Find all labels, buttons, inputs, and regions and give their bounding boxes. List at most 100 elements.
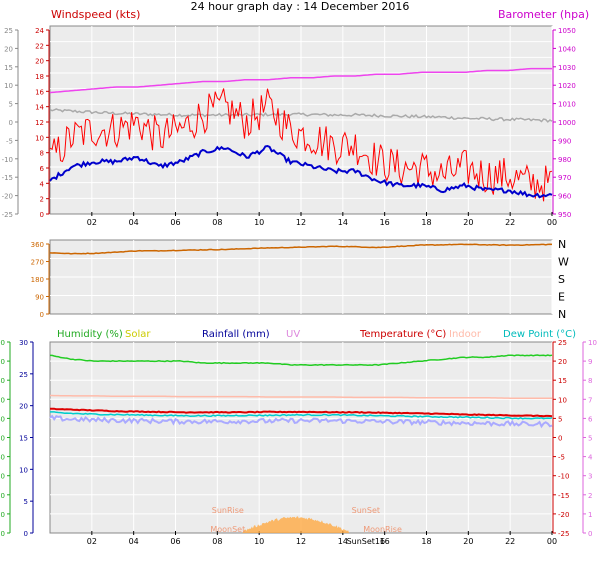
temp3-tick-label: -20 xyxy=(558,511,569,519)
x-tick-label: 02 xyxy=(87,218,97,227)
windspeed-label: Windspeed (kts) xyxy=(51,8,140,21)
baro-tick-label: 990 xyxy=(558,137,571,145)
x-tick-label: 22 xyxy=(505,537,515,546)
temp-tick-label: -25 xyxy=(2,211,13,219)
temp-tick-label: 5 xyxy=(9,101,13,109)
humidity-line xyxy=(50,354,553,367)
legend-temperature: Temperature (°C) xyxy=(359,329,446,340)
rain-tick-label: 25 xyxy=(19,371,28,379)
temp-tick-label: -10 xyxy=(2,156,13,164)
x-tick-label: 00 xyxy=(547,537,557,546)
kts-tick-label: 22 xyxy=(35,42,44,50)
dir-tick-label: 0 xyxy=(40,311,44,319)
rain-tick-label: 5 xyxy=(24,498,28,506)
legend-solar: Solar xyxy=(125,329,151,340)
dewpoint-shadow-line xyxy=(49,414,553,429)
temp-tick-label: 0 xyxy=(9,119,13,127)
temp3-tick-label: 25 xyxy=(558,339,567,347)
humidity-temp-panel: 1009080706050403020100302520151050252015… xyxy=(0,329,597,546)
kts-tick-label: 8 xyxy=(40,150,44,158)
x-tick-label: 10 xyxy=(254,218,264,227)
indoor-line xyxy=(50,394,552,399)
x-tick-label: 20 xyxy=(463,218,473,227)
temp3-tick-label: 15 xyxy=(558,377,567,385)
kts-tick-label: 4 xyxy=(40,180,45,188)
x-tick-label: 16 xyxy=(380,218,390,227)
direction-label: W xyxy=(558,256,569,269)
direction-label: N xyxy=(558,308,566,321)
hum-tick-label: 100 xyxy=(0,339,5,347)
temp3-tick-label: 20 xyxy=(558,358,567,366)
temp-tick-label: -15 xyxy=(2,174,13,182)
temp3-tick-label: -15 xyxy=(558,492,569,500)
temp-tick-label: -5 xyxy=(6,137,13,145)
dir-tick-label: 360 xyxy=(31,241,44,249)
x-tick-label: 02 xyxy=(87,537,97,546)
x-tick-label: 18 xyxy=(421,537,431,546)
barometer-label: Barometer (hpa) xyxy=(498,8,589,21)
temp3-tick-label: 0 xyxy=(558,435,562,443)
direction-label: N xyxy=(558,238,566,251)
legend-rain: Rainfall (mm) xyxy=(202,329,270,340)
x-tick-label: 04 xyxy=(129,537,139,546)
dir-tick-label: 180 xyxy=(31,276,44,284)
rain-tick-label: 15 xyxy=(19,435,28,443)
uv-tick-label: 7 xyxy=(588,396,592,404)
kts-tick-label: 18 xyxy=(35,73,44,81)
temp3-tick-label: 5 xyxy=(558,415,562,423)
temp3-tick-label: -25 xyxy=(558,530,569,538)
x-tick-label: 00 xyxy=(547,218,557,227)
legend-uv: UV xyxy=(286,329,300,340)
uv-tick-label: 2 xyxy=(588,492,592,500)
kts-tick-label: 2 xyxy=(40,196,44,204)
baro-tick-label: 1050 xyxy=(558,27,576,35)
uv-tick-label: 0 xyxy=(588,530,592,538)
dewpoint-line xyxy=(50,411,553,420)
hum-tick-label: 70 xyxy=(0,396,5,404)
temperature-line xyxy=(50,407,553,418)
x-tick-label: 14 xyxy=(338,218,348,227)
direction-label: S xyxy=(558,273,565,286)
rain-tick-label: 30 xyxy=(19,339,28,347)
direction-label: E xyxy=(558,291,565,304)
kts-tick-label: 20 xyxy=(35,58,44,66)
legend-indoor: Indoor xyxy=(449,329,482,340)
uv-tick-label: 5 xyxy=(588,435,592,443)
wind-direction-line xyxy=(49,243,553,255)
chart-title: 24 hour graph day : 14 December 2016 xyxy=(191,0,410,13)
x-tick-label: 16 xyxy=(380,537,390,546)
gust-line xyxy=(49,88,553,202)
temp-tick-label: -20 xyxy=(2,193,13,201)
temp-tick-label: 20 xyxy=(4,45,13,53)
baro-tick-label: 1020 xyxy=(558,82,576,90)
baro-tick-label: 950 xyxy=(558,211,571,219)
kts-tick-label: 14 xyxy=(35,104,44,112)
x-tick-label: 06 xyxy=(170,218,180,227)
temp-tick-label: 10 xyxy=(4,82,13,90)
x-tick-label: 08 xyxy=(212,218,222,227)
x-tick-label: 22 xyxy=(505,218,515,227)
legend-humidity: Humidity (%) xyxy=(57,329,123,340)
moonrise-annotation: MoonRise xyxy=(363,525,402,534)
rain-tick-label: 0 xyxy=(24,530,28,538)
uv-tick-label: 9 xyxy=(588,358,592,366)
uv-tick-label: 3 xyxy=(588,473,592,481)
rain-tick-label: 10 xyxy=(19,466,28,474)
x-tick-label: 10 xyxy=(254,537,264,546)
x-tick-label: 14 xyxy=(338,537,348,546)
uv-tick-label: 4 xyxy=(588,454,593,462)
temp3-tick-label: -5 xyxy=(558,454,565,462)
kts-tick-label: 0 xyxy=(40,211,44,219)
sunrise-annotation: SunRise xyxy=(212,506,244,515)
hum-tick-label: 10 xyxy=(0,511,5,519)
dir-tick-label: 270 xyxy=(31,259,44,267)
barometer-line xyxy=(49,67,552,94)
baro-tick-label: 960 xyxy=(558,193,571,201)
hum-tick-label: 20 xyxy=(0,492,5,500)
temp3-tick-label: 10 xyxy=(558,396,567,404)
kts-tick-label: 10 xyxy=(35,134,44,142)
uv-tick-label: 8 xyxy=(588,377,592,385)
uv-tick-label: 1 xyxy=(588,511,592,519)
x-tick-label: 08 xyxy=(212,537,222,546)
kts-tick-label: 6 xyxy=(40,165,45,173)
